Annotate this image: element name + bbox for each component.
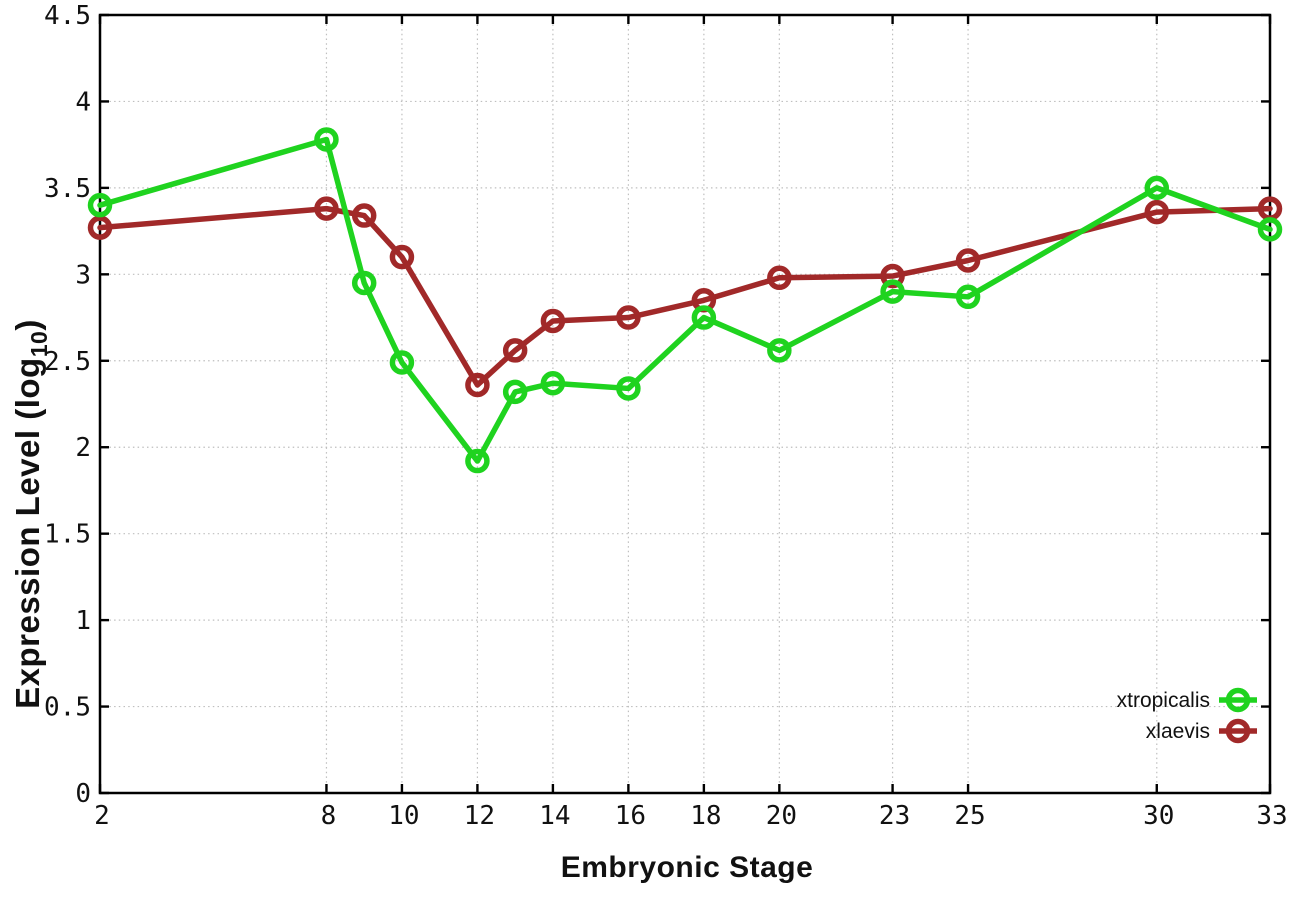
marker-xlaevis-stage-13	[502, 338, 528, 363]
marker-xtropicalis-stage-10	[389, 350, 415, 375]
x-tick-label-30: 30	[1143, 801, 1174, 831]
y-tick-label-4: 4	[75, 87, 91, 117]
marker-xtropicalis-stage-20	[767, 338, 792, 363]
marker-xlaevis-stage-16	[616, 305, 641, 330]
marker-xlaevis-stage-9	[351, 203, 377, 228]
marker-xtropicalis-stage-23	[880, 279, 905, 304]
marker-xtropicalis-stage-13	[502, 379, 528, 405]
y-tick-label-2.5: 2.5	[44, 347, 91, 377]
marker-xlaevis-stage-8	[314, 196, 339, 221]
marker-xtropicalis-stage-30	[1144, 175, 1170, 201]
y-axis-title-subscript: 10	[25, 330, 52, 358]
x-tick-label-20: 20	[766, 801, 797, 831]
y-tick-label-2: 2	[75, 433, 91, 463]
marker-xtropicalis-stage-8	[314, 127, 339, 152]
x-tick-label-18: 18	[690, 801, 721, 831]
marker-xlaevis-stage-10	[389, 244, 415, 270]
x-tick-label-33: 33	[1256, 801, 1287, 831]
legend-label-xlaevis: xlaevis	[1146, 720, 1210, 743]
marker-xtropicalis-stage-12	[465, 448, 490, 474]
legend-marker-xlaevis	[1225, 718, 1251, 744]
marker-xlaevis-stage-2	[87, 215, 113, 240]
x-axis-title: Embryonic Stage	[560, 851, 814, 884]
marker-xtropicalis-stage-33	[1257, 217, 1283, 242]
x-tick-label-2: 2	[94, 801, 110, 831]
y-tick-label-3.5: 3.5	[44, 174, 91, 204]
x-tick-label-8: 8	[321, 801, 337, 831]
marker-xlaevis-stage-14	[540, 308, 566, 334]
marker-xlaevis-stage-12	[465, 372, 490, 398]
legend-label-xtropicalis: xtropicalis	[1117, 689, 1210, 712]
y-axis-title: Expression Level (log10)	[9, 319, 53, 709]
x-tick-label-10: 10	[388, 801, 419, 831]
marker-xlaevis-stage-23	[880, 263, 905, 289]
x-tick-label-25: 25	[954, 801, 985, 831]
marker-xtropicalis-stage-14	[540, 371, 566, 396]
marker-xtropicalis-stage-9	[351, 270, 377, 296]
marker-xtropicalis-stage-25	[955, 284, 981, 310]
plot-border	[98, 13, 1272, 795]
y-tick-label-4.5: 4.5	[44, 1, 91, 31]
marker-xlaevis-stage-25	[955, 248, 981, 273]
series-xtropicalis-line	[97, 136, 1273, 464]
y-tick-label-3: 3	[75, 260, 91, 290]
y-tick-label-0.5: 0.5	[44, 693, 91, 723]
x-tick-label-12: 12	[464, 801, 495, 831]
x-tick-label-16: 16	[615, 801, 646, 831]
y-axis-title-text: Expression Level (log	[9, 357, 47, 709]
marker-xlaevis-stage-20	[767, 265, 792, 291]
y-tick-label-0: 0	[75, 779, 91, 809]
y-tick-label-1: 1	[75, 606, 91, 636]
x-tick-label-14: 14	[539, 801, 570, 831]
y-tick-label-1.5: 1.5	[44, 520, 91, 550]
x-tick-label-23: 23	[879, 801, 910, 831]
marker-xlaevis-stage-30	[1144, 199, 1170, 225]
marker-xtropicalis-stage-18	[691, 305, 717, 330]
y-axis-title-close: )	[9, 319, 47, 331]
legend-marker-xtropicalis	[1225, 687, 1251, 713]
series-xlaevis-line	[97, 205, 1273, 388]
marker-xtropicalis-stage-2	[87, 192, 113, 218]
marker-xtropicalis-stage-16	[616, 376, 641, 401]
